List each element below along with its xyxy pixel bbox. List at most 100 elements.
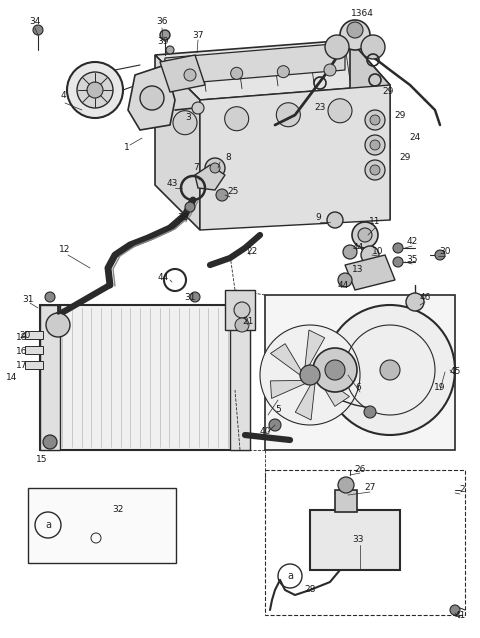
Text: 46: 46 [420,293,431,302]
Circle shape [260,325,360,425]
Text: 24: 24 [409,133,420,142]
Circle shape [140,86,164,110]
Polygon shape [271,344,302,375]
Bar [265,295,455,450]
Circle shape [77,72,113,108]
Circle shape [190,292,200,302]
Circle shape [338,477,354,493]
Circle shape [364,406,376,418]
Text: 45: 45 [449,367,461,376]
Polygon shape [155,40,390,100]
Text: 29: 29 [394,110,406,119]
Text: 43: 43 [166,179,178,188]
Bar [25,331,43,339]
Text: 3: 3 [185,114,191,122]
Polygon shape [165,43,345,85]
Text: 42: 42 [407,237,418,246]
Polygon shape [318,375,349,406]
Polygon shape [160,55,205,92]
Bar [335,490,357,512]
Circle shape [324,64,336,76]
Text: 36: 36 [156,17,168,27]
Text: 26: 26 [354,466,366,475]
Circle shape [225,107,249,131]
Text: 29: 29 [382,87,394,96]
Bar [40,305,60,450]
Text: 7: 7 [193,163,199,172]
Circle shape [210,163,220,173]
Circle shape [300,365,320,385]
Circle shape [370,140,380,150]
Text: 38: 38 [177,214,189,223]
Text: 10: 10 [372,248,384,256]
Circle shape [160,30,170,40]
Bar [28,488,176,563]
Bar [310,510,400,570]
Circle shape [231,68,243,79]
Circle shape [380,360,400,380]
Text: 37: 37 [192,31,204,40]
Circle shape [234,302,250,318]
Text: 15: 15 [36,456,48,464]
Polygon shape [315,352,349,369]
Text: 40: 40 [259,427,271,436]
Circle shape [185,202,195,212]
Circle shape [33,25,43,35]
Circle shape [277,66,289,78]
Text: 27: 27 [364,484,376,493]
Circle shape [325,35,349,59]
Bar [25,346,43,354]
Bar [265,470,465,615]
Text: 29: 29 [399,154,411,163]
Text: 25: 25 [228,188,239,197]
Circle shape [352,222,378,248]
Text: 33: 33 [352,535,364,544]
Circle shape [347,22,363,38]
Circle shape [43,435,57,449]
Polygon shape [345,255,395,290]
Circle shape [205,158,225,178]
Circle shape [361,246,379,264]
Circle shape [45,292,55,302]
Circle shape [358,228,372,242]
Bar [25,361,43,369]
Text: 35: 35 [406,255,418,265]
Text: 14: 14 [6,373,18,383]
Text: 6: 6 [355,383,361,392]
Text: 39: 39 [157,38,169,47]
Circle shape [361,35,385,59]
Circle shape [46,313,70,337]
Polygon shape [350,40,390,220]
Text: 41: 41 [454,611,466,619]
Circle shape [370,165,380,175]
Circle shape [327,212,343,228]
Circle shape [67,62,123,118]
Text: 31: 31 [184,293,196,302]
Text: 34: 34 [29,17,41,27]
Text: 32: 32 [112,505,124,514]
Text: 5: 5 [275,406,281,415]
Circle shape [365,135,385,155]
Text: 20: 20 [19,330,31,339]
Text: 11: 11 [369,218,381,226]
Polygon shape [195,165,225,190]
Text: 9: 9 [315,214,321,223]
Text: 30: 30 [439,248,451,256]
Text: a: a [45,520,51,530]
Circle shape [343,245,357,259]
Polygon shape [270,380,305,398]
Text: 44: 44 [157,274,168,283]
Text: 23: 23 [314,103,326,112]
Text: 19: 19 [434,383,446,392]
Circle shape [328,99,352,122]
Text: 13: 13 [352,265,364,274]
Circle shape [276,103,300,127]
Circle shape [184,69,196,81]
Polygon shape [155,55,200,230]
Circle shape [393,257,403,267]
Text: 4: 4 [60,91,66,100]
Circle shape [216,189,228,201]
Text: 22: 22 [246,248,258,256]
Text: 18: 18 [16,334,28,343]
Text: 44: 44 [352,244,364,253]
